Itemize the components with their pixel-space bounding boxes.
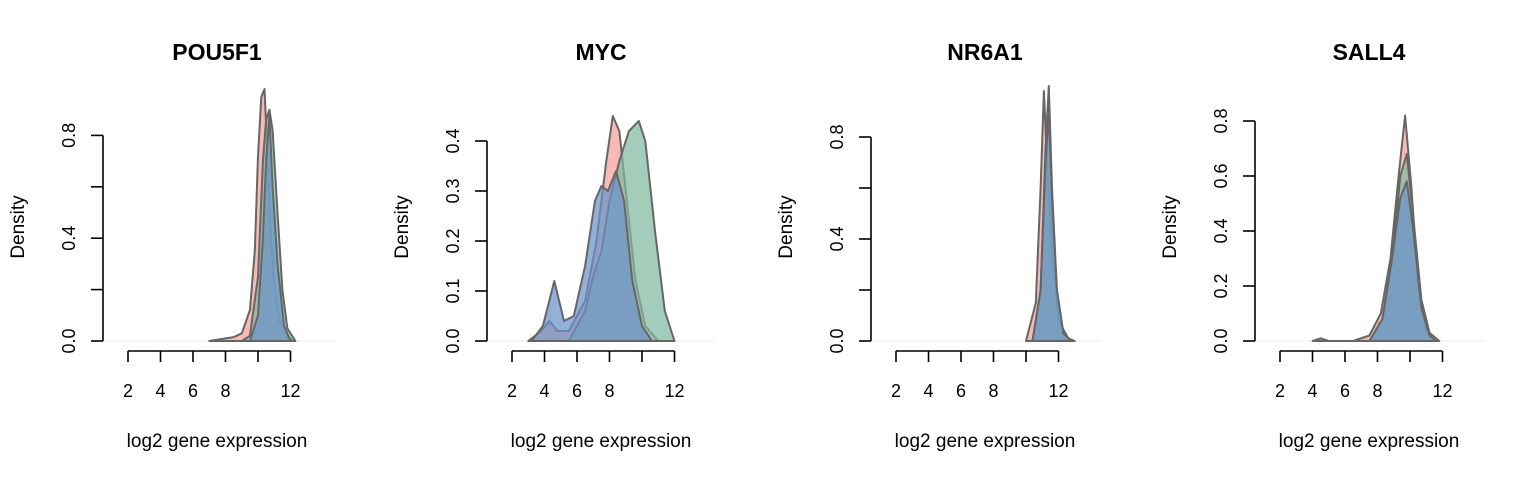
y-tick-label: 0.8 [827, 124, 847, 149]
x-tick-label: 4 [155, 381, 165, 401]
x-tick-label: 8 [220, 381, 230, 401]
x-tick-label: 6 [1340, 381, 1350, 401]
y-axis-label: Density [1160, 195, 1181, 259]
y-tick-label: 0.6 [1211, 163, 1231, 188]
y-tick-label: 0.2 [443, 228, 463, 253]
panel-myc: MYC 0.0 0.1 0.2 0.3 0.4 2 4 6 8 12 log2 gene expres… [392, 39, 715, 452]
x-axis-label: log2 gene expression [895, 431, 1076, 452]
y-tick-label: 0.0 [1211, 328, 1231, 353]
density-area-3 [530, 170, 653, 342]
x-axis-label: log2 gene expression [1279, 431, 1460, 452]
y-tick-label: 0.0 [59, 328, 79, 353]
y-axis-label: Density [8, 195, 29, 259]
x-tick-label: 12 [1048, 381, 1068, 401]
x-axis-label: log2 gene expression [511, 431, 692, 452]
x-tick-label: 4 [539, 381, 549, 401]
x-tick-label: 6 [188, 381, 198, 401]
y-tick-label: 0.8 [1211, 108, 1231, 133]
x-tick-label: 4 [1307, 381, 1317, 401]
y-tick-label: 0.0 [443, 328, 463, 353]
x-tick-label: 2 [891, 381, 901, 401]
density-area-3 [1031, 110, 1073, 342]
x-axis-label: log2 gene expression [127, 431, 308, 452]
y-tick-label: 0.1 [443, 278, 463, 303]
x-tick-label: 2 [507, 381, 517, 401]
x-tick-label: 2 [1275, 381, 1285, 401]
panel-title: MYC [575, 39, 626, 65]
y-tick-label: 0.4 [827, 226, 847, 251]
y-tick-label: 0.4 [443, 128, 463, 153]
y-tick-label: 0.3 [443, 178, 463, 203]
panel-nr6a1: NR6A1 0.0 0.4 0.8 2 4 6 8 12 log2 gene expression… [776, 39, 1100, 452]
x-tick-label: 12 [280, 381, 300, 401]
y-axis-label: Density [776, 195, 797, 259]
x-tick-label: 8 [988, 381, 998, 401]
y-tick-label: 0.4 [1211, 218, 1231, 243]
panel-sall4: SALL4 0.0 0.2 0.4 0.6 0.8 2 4 6 8 12 log2 gene expr… [1160, 39, 1484, 452]
y-tick-label: 0.4 [59, 226, 79, 251]
x-tick-label: 12 [664, 381, 684, 401]
panel-title: NR6A1 [947, 39, 1023, 65]
x-tick-label: 6 [956, 381, 966, 401]
panel-pou5f1: POU5F1 0.0 0.4 0.8 2 4 6 8 12 log2 gene expressio… [8, 39, 335, 452]
x-tick-label: 8 [604, 381, 614, 401]
y-tick-label: 0.2 [1211, 273, 1231, 298]
x-tick-label: 4 [923, 381, 933, 401]
density-area-3 [1368, 180, 1437, 342]
density-area-3 [248, 113, 292, 342]
y-axis-label: Density [392, 195, 413, 259]
x-tick-label: 6 [572, 381, 582, 401]
panel-title: POU5F1 [172, 39, 262, 65]
x-tick-label: 12 [1432, 381, 1452, 401]
y-tick-label: 0.8 [59, 123, 79, 148]
y-tick-label: 0.0 [827, 328, 847, 353]
panel-title: SALL4 [1333, 39, 1406, 65]
x-tick-label: 8 [1372, 381, 1382, 401]
x-tick-label: 2 [123, 381, 133, 401]
